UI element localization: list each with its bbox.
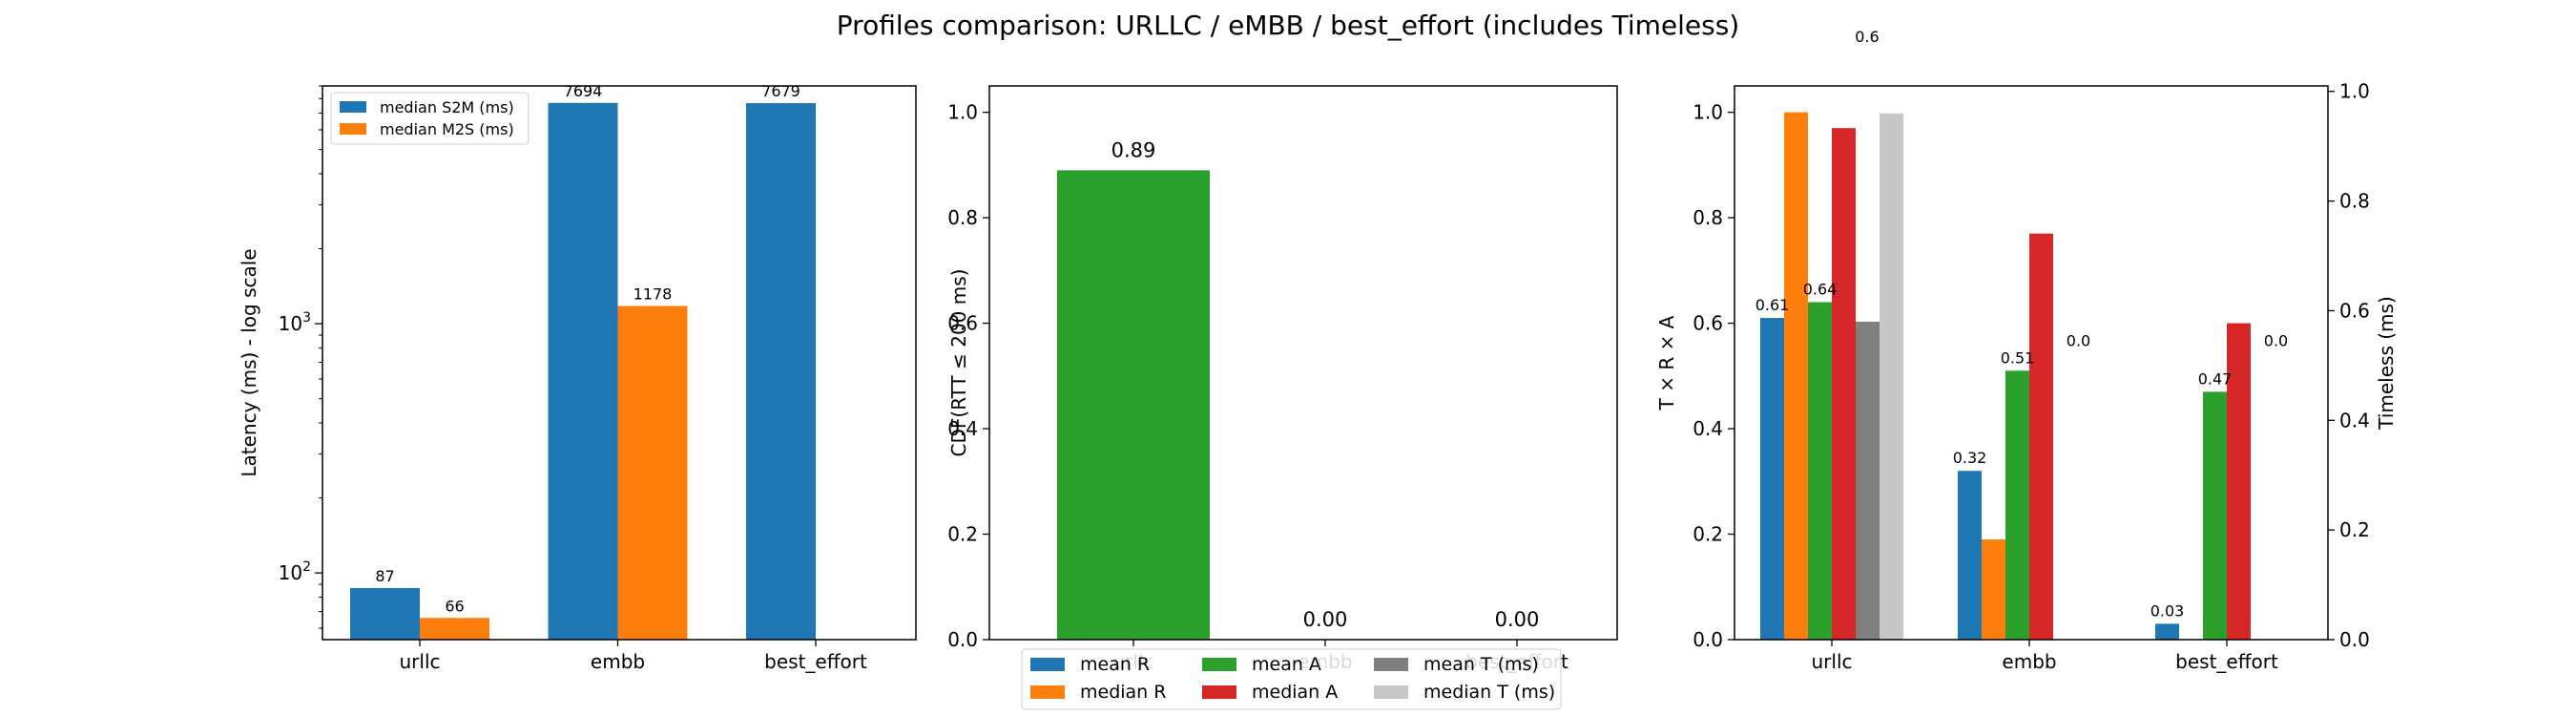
y-tick-label: 102 [279, 559, 311, 584]
bar-mean-t-ms- [1856, 321, 1880, 640]
y-tick-label: 0.8 [947, 206, 978, 229]
y-tick-label: 0.2 [1693, 523, 1723, 546]
bar-mean-a [1808, 302, 1832, 640]
y2-axis-label: Timeless (ms) [2375, 296, 2398, 431]
bar-mean-a [2005, 370, 2029, 640]
data-label: 0.51 [2001, 348, 2035, 367]
y-tick-label: 1.0 [1693, 101, 1723, 124]
legend-swatch [1030, 658, 1065, 671]
legend-swatch [1374, 685, 1408, 699]
legend-box [1021, 648, 1562, 710]
x-tick-label: urllc [399, 650, 440, 673]
y-tick-label: 0.0 [1693, 628, 1723, 651]
y-axis-label: Latency (ms) - log scale [238, 248, 260, 476]
bar-median-s2m-ms- [746, 102, 816, 641]
plot-frame [322, 85, 917, 641]
y-tick-exponent: 3 [302, 310, 311, 326]
y2-tick-label: 0.4 [2339, 409, 2370, 432]
bar-mean-r [1958, 471, 1982, 640]
legend-swatch [1374, 658, 1408, 671]
x-tick-label: embb [591, 650, 645, 673]
legend-label: mean A [1252, 654, 1321, 675]
x-tick-label: best_effort [2175, 650, 2278, 673]
legend: median S2M (ms) median M2S (ms) [330, 92, 530, 145]
y-tick-label: 0.6 [947, 312, 978, 335]
y2-tick-label: 0.8 [2339, 190, 2370, 213]
bar-mean-r [2155, 623, 2179, 640]
data-label: 87 [375, 567, 394, 585]
y-tick-label: 0.4 [1693, 417, 1723, 440]
legend-swatch [1202, 685, 1236, 699]
y2-tick-label: 1.0 [2339, 80, 2370, 103]
data-label: 0.6 [1855, 28, 1879, 46]
legend-swatch [1202, 658, 1236, 671]
legend-label: median M2S (ms) [380, 120, 514, 138]
data-label: 0.00 [1495, 608, 1540, 631]
y-tick-label: 1.0 [947, 101, 978, 124]
latency-chart: 102 103 87 7694 7679 66 1178 urllc embb best_effo… [238, 82, 917, 673]
bar-mean-a [2203, 391, 2227, 640]
data-label: 0.89 [1111, 138, 1156, 161]
y2-tick-label: 0.0 [2339, 628, 2370, 651]
data-label: 0.03 [2150, 601, 2185, 620]
legend-box [330, 92, 530, 145]
bar-median-a [2227, 323, 2251, 640]
data-label: 0.61 [1755, 296, 1790, 314]
data-label: 0.32 [1953, 449, 1987, 467]
y-tick-label: 103 [279, 310, 311, 335]
legend-label: mean T (ms) [1423, 654, 1539, 675]
y2-tick-label: 0.2 [2339, 518, 2370, 541]
bar-median-m2s-ms- [617, 305, 688, 640]
data-label: 0.0 [2067, 332, 2090, 350]
data-label: 0.47 [2198, 369, 2233, 388]
data-label: 1178 [634, 285, 673, 304]
plot-frame [1734, 85, 2329, 641]
y-axis-label: T × R × A [1655, 315, 1678, 411]
bar-median-s2m-ms- [548, 102, 618, 641]
bar-median-a [1832, 128, 1856, 640]
data-label: 7679 [761, 82, 800, 100]
x-tick-label: embb [2002, 650, 2056, 673]
data-label: 0.0 [2264, 332, 2288, 350]
y-axis-label: CDF(RTT ≤ 200 ms) [947, 269, 970, 457]
data-label: 0.64 [1803, 280, 1838, 298]
legend-label: mean R [1080, 654, 1150, 675]
legend-swatch [340, 101, 366, 113]
trxa-chart: 0.61 0.32 0.03 0.64 0.51 0.47 0.0 0.0 0.6 0.0 0.2 0… [1655, 28, 2398, 673]
bar-median-r [1982, 539, 2005, 640]
bar-median-t-ms- [1880, 113, 1903, 640]
bar-median-a [2029, 233, 2053, 640]
legend-label: median T (ms) [1423, 682, 1555, 703]
bar-median-r [1784, 112, 1808, 641]
y-tick-label: 0.8 [1693, 206, 1723, 229]
bar-median-m2s-ms- [420, 618, 489, 640]
legend-swatch [340, 123, 366, 135]
legend-swatch [1030, 685, 1065, 699]
x-tick-label: urllc [1811, 650, 1852, 673]
y-tick-label: 0.6 [1693, 312, 1723, 335]
figure-title: Profiles comparison: URLLC / eMBB / best… [837, 10, 1739, 41]
shared-legend: mean R median R mean A median A mean T (ms) m… [1021, 648, 1562, 710]
y-tick-label: 0.0 [947, 628, 978, 651]
cdf-bar [1057, 170, 1210, 640]
y-tick-exponent: 2 [302, 559, 311, 575]
y2-tick-label: 0.6 [2339, 299, 2370, 322]
legend-label: median A [1252, 682, 1338, 703]
y-tick-label: 0.4 [947, 417, 978, 440]
data-label: 66 [445, 597, 464, 615]
data-label: 0.00 [1303, 608, 1348, 631]
legend-label: median S2M (ms) [380, 98, 514, 116]
data-label: 7694 [564, 82, 603, 100]
cdf-chart: 0.890.000.000.00.20.40.60.81.0urllcembbb… [947, 85, 1618, 673]
bar-mean-r [1760, 318, 1784, 640]
y-tick-label: 0.2 [947, 523, 978, 546]
legend-label: median R [1080, 682, 1166, 703]
x-tick-label: best_effort [764, 650, 867, 673]
bar-median-s2m-ms- [350, 587, 420, 640]
plot-frame [988, 85, 1618, 641]
